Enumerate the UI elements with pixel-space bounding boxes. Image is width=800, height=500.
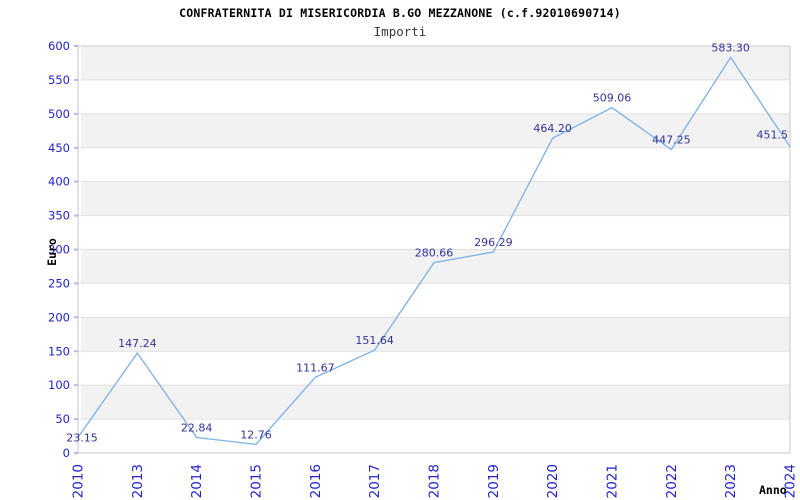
chart-title: CONFRATERNITA DI MISERICORDIA B.GO MEZZA… <box>179 6 621 20</box>
plot-band <box>81 215 790 250</box>
data-point-label: 151.64 <box>355 334 394 347</box>
x-tick-label: 2024 <box>783 464 799 498</box>
plot-band <box>81 385 790 420</box>
y-tick-label: 600 <box>48 39 70 53</box>
data-point-label: 451.5 <box>757 129 789 142</box>
x-tick-label: 2017 <box>367 464 383 498</box>
y-tick-label: 100 <box>48 378 70 392</box>
data-point-label: 12.76 <box>240 428 272 441</box>
data-point-label: 447.25 <box>652 134 691 147</box>
x-tick-label: 2016 <box>308 464 324 498</box>
x-axis-title: Anno <box>759 483 787 497</box>
plot-band <box>81 249 790 284</box>
plot-band <box>81 181 790 216</box>
y-tick-label: 200 <box>48 310 70 324</box>
x-tick-label: 2021 <box>605 464 621 498</box>
data-point-label: 280.66 <box>415 247 454 260</box>
data-point-label: 147.24 <box>118 337 157 350</box>
x-tick-label: 2023 <box>723 464 739 498</box>
chart-subtitle: Importi <box>373 24 427 39</box>
x-tick-label: 2019 <box>486 464 502 498</box>
data-point-label: 583.30 <box>711 41 750 54</box>
x-tick-label: 2020 <box>545 464 561 498</box>
plot-band <box>81 351 790 386</box>
x-tick-label: 2010 <box>71 464 87 498</box>
y-tick-label: 550 <box>48 73 70 87</box>
plot-band <box>81 317 790 352</box>
data-point-label: 464.20 <box>533 122 572 135</box>
plot-band <box>81 147 790 182</box>
y-axis-title: Euro <box>45 238 59 266</box>
plot-band <box>81 79 790 114</box>
y-tick-label: 50 <box>55 412 70 426</box>
data-point-label: 22.84 <box>181 422 213 435</box>
x-tick-label: 2014 <box>189 464 205 498</box>
y-tick-label: 150 <box>48 344 70 358</box>
plot-band <box>81 419 790 453</box>
plot-band <box>81 283 790 318</box>
x-tick-label: 2018 <box>427 464 443 498</box>
y-tick-label: 500 <box>48 107 70 121</box>
y-tick-label: 400 <box>48 175 70 189</box>
y-tick-label: 250 <box>48 276 70 290</box>
x-tick-label: 2022 <box>664 464 680 498</box>
data-point-label: 296.29 <box>474 236 513 249</box>
data-line <box>77 56 791 446</box>
x-tick-label: 2013 <box>130 464 146 498</box>
x-tick-label: 2015 <box>249 464 265 498</box>
plot-band <box>81 46 790 80</box>
plot-band <box>81 113 790 148</box>
y-tick-label: 0 <box>63 446 70 460</box>
y-tick-label: 450 <box>48 141 70 155</box>
data-point-label: 23.15 <box>66 431 98 444</box>
y-tick-label: 350 <box>48 209 70 223</box>
data-point-label: 509.06 <box>593 92 632 105</box>
y-tick-label: 300 <box>48 243 70 257</box>
data-point-label: 111.67 <box>296 361 335 374</box>
